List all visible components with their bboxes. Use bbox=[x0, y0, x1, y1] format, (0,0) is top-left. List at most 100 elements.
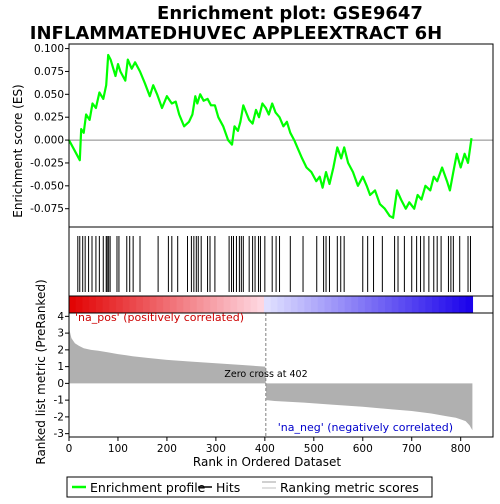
x-axis-label: Rank in Ordered Dataset bbox=[193, 455, 341, 469]
legend: Enrichment profile Hits Ranking metric sco… bbox=[66, 476, 433, 498]
rank-bar-segment bbox=[257, 296, 265, 313]
rank-bar-segment bbox=[418, 296, 426, 313]
rank-bar-segment bbox=[432, 296, 440, 313]
rank-bar-segment bbox=[304, 296, 312, 313]
rank-bar-segment bbox=[75, 296, 84, 313]
rank-bar-segment bbox=[445, 296, 453, 313]
rank-bar-segment bbox=[102, 296, 110, 313]
chart-title-line2: INFLAMMATEDHUVEC APPLEEXTRACT 6H bbox=[30, 23, 442, 44]
rank-bar-segment bbox=[176, 296, 184, 313]
ranking-metric-area bbox=[69, 328, 473, 431]
rank-bar-segment bbox=[183, 296, 191, 313]
x-tick-label: 0 bbox=[66, 443, 73, 455]
rank-color-bar bbox=[68, 295, 494, 314]
rank-bar-segment bbox=[237, 296, 245, 313]
rank-bar-segment bbox=[203, 296, 211, 313]
rank-bar-segment bbox=[216, 296, 225, 313]
es-y-tick-label: 0.050 bbox=[34, 89, 64, 101]
metric-axis-label: Ranked list metric (PreRanked) bbox=[34, 279, 48, 464]
rank-bar-segment bbox=[331, 296, 339, 313]
x-tick-label: 400 bbox=[255, 443, 275, 455]
zero-cross-label: Zero cross at 402 bbox=[224, 369, 307, 380]
rank-bar-segment bbox=[438, 296, 447, 313]
metric-y-tick-label: 1 bbox=[57, 361, 64, 373]
positive-correlated-label: 'na_pos' (positively correlated) bbox=[75, 311, 244, 324]
rank-bar-segment bbox=[129, 296, 137, 313]
rank-bar-segment bbox=[364, 296, 373, 313]
rank-bar-segment bbox=[290, 296, 299, 313]
rank-bar-segment bbox=[116, 296, 124, 313]
rank-bar-segment bbox=[82, 296, 90, 313]
rank-bar-segment bbox=[458, 296, 467, 313]
es-y-tick-label: 0.075 bbox=[34, 66, 64, 78]
rank-bar-segment bbox=[196, 296, 205, 313]
legend-label: Enrichment profile bbox=[90, 480, 206, 495]
x-tick-label: 700 bbox=[402, 443, 422, 455]
rank-bar-segment bbox=[465, 296, 474, 313]
metric-y-tick-label: -1 bbox=[54, 395, 64, 407]
es-y-tick-label: -0.025 bbox=[30, 157, 64, 169]
rank-bar-segment bbox=[163, 296, 171, 313]
rank-bar-segment bbox=[95, 296, 104, 313]
es-y-tick-label: 0.100 bbox=[34, 43, 64, 55]
es-y-tick-label: 0.025 bbox=[34, 112, 64, 124]
es-axis-label: Enrichment score (ES) bbox=[11, 84, 25, 217]
es-plot-area bbox=[69, 44, 493, 227]
x-tick-label: 200 bbox=[157, 443, 177, 455]
rank-bar-segment bbox=[109, 296, 117, 313]
rank-bar-segment bbox=[122, 296, 131, 313]
rank-bar-segment bbox=[311, 296, 319, 313]
rank-bar-segment bbox=[351, 296, 359, 313]
metric-y-tick-label: 3 bbox=[57, 328, 64, 340]
rank-bar-segment bbox=[398, 296, 406, 313]
metric-frame bbox=[68, 312, 494, 438]
x-tick-label: 100 bbox=[108, 443, 128, 455]
metric-y-tick-label: 4 bbox=[57, 311, 64, 323]
metric-y-tick-label: 0 bbox=[57, 378, 64, 390]
rank-bar-segment bbox=[263, 296, 272, 313]
rank-bar-segment bbox=[391, 296, 400, 313]
rank-bar-segment bbox=[371, 296, 379, 313]
x-tick-label: 300 bbox=[206, 443, 226, 455]
rank-bar-segment bbox=[69, 296, 77, 313]
enrichment-profile-line bbox=[68, 53, 473, 219]
rank-bar-segment bbox=[149, 296, 158, 313]
rank-bar-segment bbox=[190, 296, 198, 313]
x-tick-label: 800 bbox=[451, 443, 471, 455]
x-tick-label: 600 bbox=[353, 443, 373, 455]
rank-bar-segment bbox=[277, 296, 285, 313]
rank-bar-segment bbox=[210, 296, 218, 313]
rank-bar-segment bbox=[156, 296, 164, 313]
x-tick-label: 500 bbox=[304, 443, 324, 455]
es-panel: 0.100 0.075 0.050 0.025 0.000 -0.025 -0.050 -0.… bbox=[30, 43, 494, 228]
legend-label: Ranking metric scores bbox=[280, 480, 419, 495]
rank-bar-segment bbox=[270, 296, 279, 313]
legend-box bbox=[66, 476, 433, 498]
es-y-tick-label: -0.075 bbox=[30, 203, 64, 215]
rank-bar-segment bbox=[284, 296, 292, 313]
rank-bar-segment bbox=[230, 296, 238, 313]
metric-y-tick-label: 2 bbox=[57, 344, 64, 356]
legend-label: Hits bbox=[216, 480, 240, 495]
rank-bar-segment bbox=[223, 296, 231, 313]
rank-bar-segment bbox=[411, 296, 420, 313]
rank-bar-segment bbox=[317, 296, 326, 313]
rank-bar-segment bbox=[142, 296, 151, 313]
rank-bar-segment bbox=[425, 296, 433, 313]
chart-title-line1: Enrichment plot: GSE9647 bbox=[157, 3, 423, 24]
rank-bar-segment bbox=[405, 296, 413, 313]
rank-bar-segment bbox=[385, 296, 393, 313]
rank-bar-segment bbox=[243, 296, 252, 313]
rank-bar-segment bbox=[169, 296, 178, 313]
hits-frame bbox=[68, 226, 494, 297]
rank-bar-segment bbox=[324, 296, 332, 313]
metric-y-tick-label: -2 bbox=[54, 411, 64, 423]
hits-panel bbox=[68, 226, 494, 297]
rank-bar-segment bbox=[297, 296, 305, 313]
es-y-tick-label: 0.000 bbox=[34, 135, 64, 147]
rank-bar-segment bbox=[452, 296, 460, 313]
rank-bar-segment bbox=[358, 296, 366, 313]
